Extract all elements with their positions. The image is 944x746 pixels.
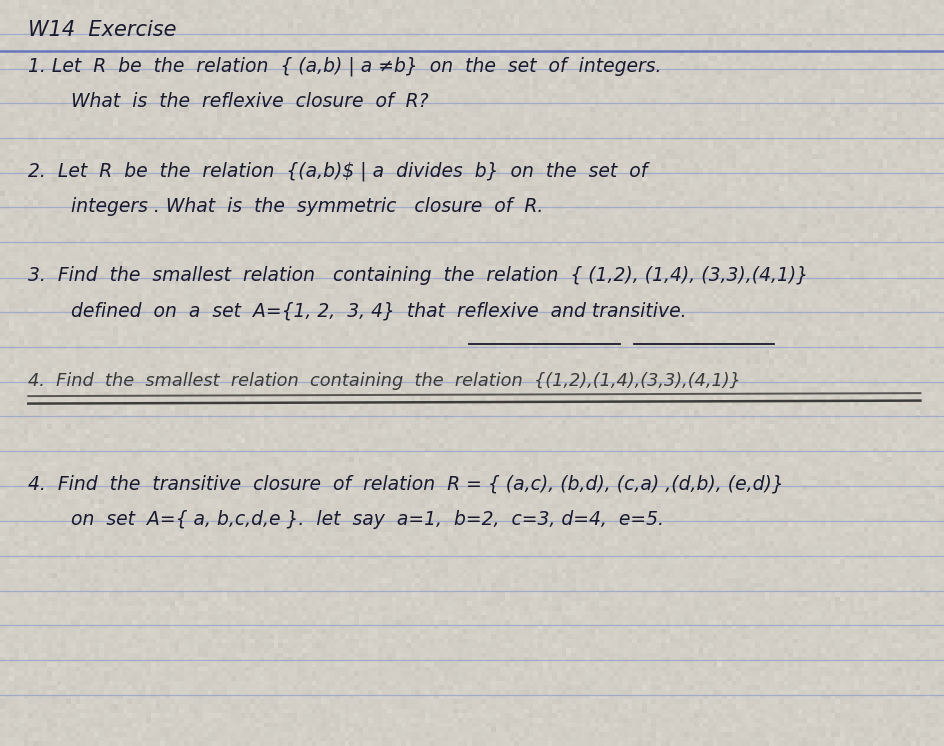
Text: 1. Let  R  be  the  relation  { (a,b) | a ≠b}  on  the  set  of  integers.: 1. Let R be the relation { (a,b) | a ≠b}… (28, 57, 662, 76)
Text: 4.  Find  the  transitive  closure  of  relation  R = { (a,c), (b,d), (c,a) ,(d,: 4. Find the transitive closure of relati… (28, 475, 784, 494)
Text: on  set  A={ a, b,c,d,e }.  let  say  a=1,  b=2,  c=3, d=4,  e=5.: on set A={ a, b,c,d,e }. let say a=1, b=… (71, 510, 664, 529)
Text: integers . What  is  the  symmetric   closure  of  R.: integers . What is the symmetric closure… (71, 197, 543, 216)
Text: defined  on  a  set  A={1, 2,  3, 4}  that  reflexive  and transitive.: defined on a set A={1, 2, 3, 4} that ref… (71, 301, 686, 320)
Text: What  is  the  reflexive  closure  of  R?: What is the reflexive closure of R? (71, 93, 429, 111)
Text: W14  Exercise: W14 Exercise (28, 19, 177, 40)
Text: 2.  Let  R  be  the  relation  {(a,b)$ | a  divides  b}  on  the  set  of: 2. Let R be the relation {(a,b)$ | a div… (28, 161, 648, 181)
Text: 4.  Find  the  smallest  relation  containing  the  relation  {(1,2),(1,4),(3,3): 4. Find the smallest relation containing… (28, 372, 741, 390)
Text: 3.  Find  the  smallest  relation   containing  the  relation  { (1,2), (1,4), (: 3. Find the smallest relation containing… (28, 266, 808, 285)
